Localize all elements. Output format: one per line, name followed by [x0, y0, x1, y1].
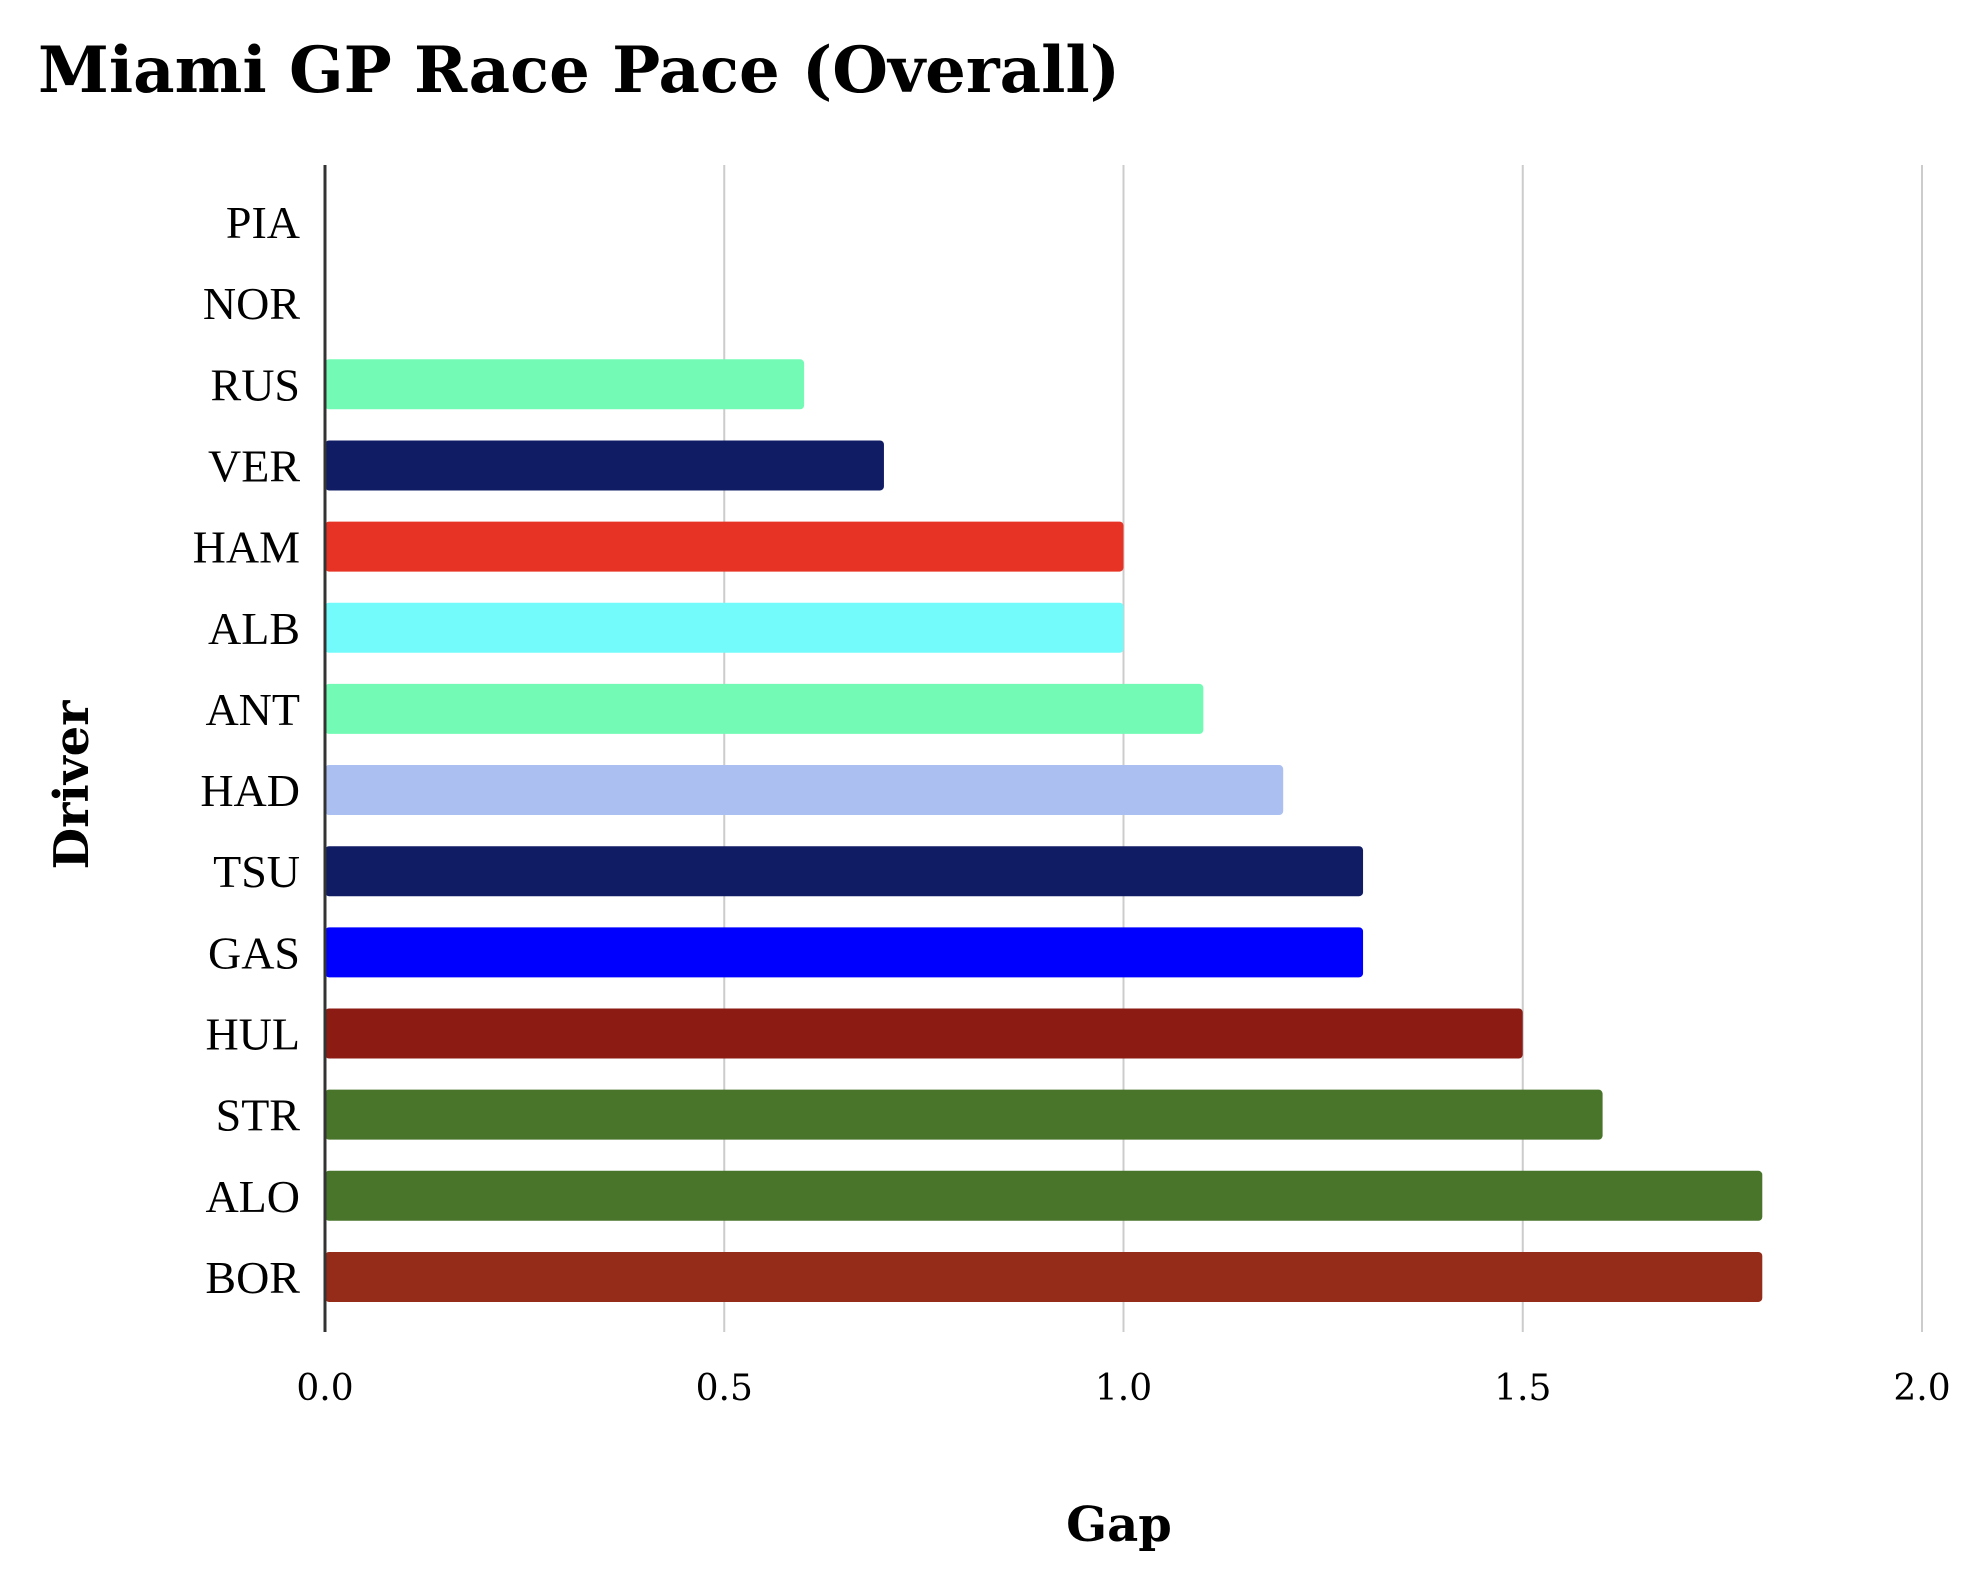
x-tick-label: 1.5	[1494, 1368, 1551, 1409]
bar-hul	[325, 1008, 1523, 1059]
x-axis-label: Gap	[1066, 1497, 1172, 1553]
y-tick-label-pia: PIA	[226, 197, 300, 248]
bar-tsu	[325, 846, 1364, 897]
y-tick-label-nor: NOR	[203, 278, 300, 329]
y-tick-label-bor: BOR	[205, 1252, 300, 1303]
bar-rus	[325, 359, 805, 410]
x-tick-label: 0.0	[296, 1368, 353, 1409]
x-tick-label: 1.0	[1095, 1368, 1152, 1409]
y-tick-label-rus: RUS	[211, 359, 300, 410]
y-tick-label-ham: HAM	[193, 522, 300, 573]
bar-ant	[325, 683, 1204, 734]
x-tick-label: 2.0	[1893, 1368, 1950, 1409]
chart-title: Miami GP Race Pace (Overall)	[38, 33, 1120, 108]
bar-bor	[325, 1251, 1763, 1302]
y-tick-labels: PIA NOR RUS VER HAM ALB ANT HAD TSU GAS HUL STR ALO B…	[193, 197, 301, 1303]
bars	[325, 359, 1763, 1302]
y-tick-label-hul: HUL	[205, 1009, 300, 1060]
bar-had	[325, 765, 1284, 816]
bar-alb	[325, 602, 1124, 653]
bar-str	[325, 1089, 1603, 1140]
bar-alo	[325, 1170, 1763, 1221]
bar-ver	[325, 440, 884, 491]
y-tick-label-alb: ALB	[208, 603, 300, 654]
y-tick-label-tsu: TSU	[213, 846, 300, 897]
y-tick-label-alo: ALO	[205, 1171, 300, 1222]
y-tick-label-had: HAD	[200, 765, 300, 816]
grid-lines	[723, 165, 1923, 1332]
y-tick-label-gas: GAS	[208, 927, 300, 978]
y-tick-label-str: STR	[216, 1090, 301, 1141]
bar-gas	[325, 927, 1364, 978]
x-tick-label: 0.5	[696, 1368, 753, 1409]
y-axis-label: Driver	[44, 700, 100, 870]
bar-ham	[325, 521, 1124, 572]
y-tick-label-ant: ANT	[205, 684, 300, 735]
y-tick-label-ver: VER	[208, 440, 300, 491]
x-tick-labels: 0.0 0.5 1.0 1.5 2.0	[296, 1368, 1950, 1409]
